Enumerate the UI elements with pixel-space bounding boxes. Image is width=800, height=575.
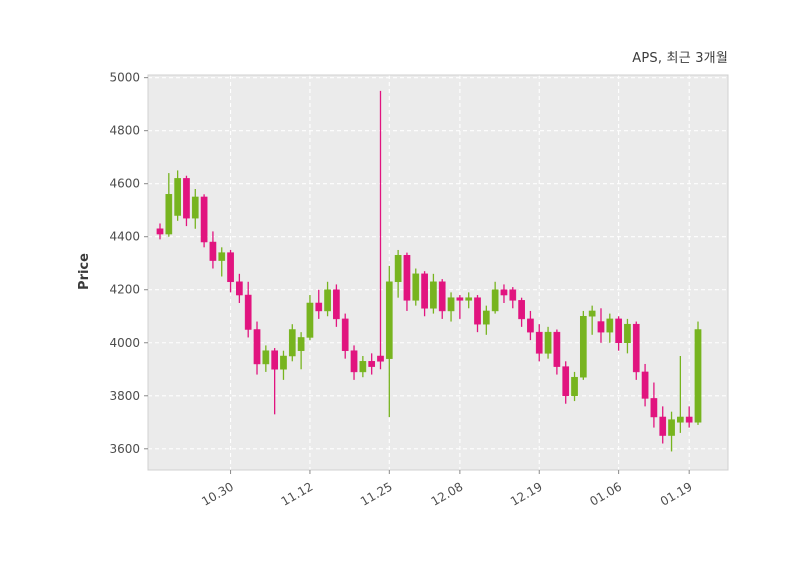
y-tick-label: 4600 (109, 177, 140, 191)
candle-body-up (491, 289, 499, 312)
candle-body-down (500, 289, 508, 296)
candle-body-down (350, 350, 358, 373)
candle-body-down (244, 294, 252, 330)
candle-body-down (271, 350, 279, 370)
candle-body-up (174, 178, 181, 216)
candle-body-down (209, 241, 217, 261)
chart-title: APS, 최근 3개월 (632, 51, 728, 66)
candle-body-up (288, 329, 296, 357)
x-tick-label: 12.08 (429, 479, 466, 508)
candle-body-down (615, 318, 622, 344)
candle-body-up (165, 194, 173, 235)
candle-body-down (315, 302, 323, 312)
candle-body-down (156, 228, 164, 235)
candle-body-down (368, 361, 376, 367)
candle-body-up (359, 361, 367, 373)
x-tick-label: 11.25 (358, 479, 395, 508)
candle-body-down (438, 281, 446, 312)
candle-body-down (236, 281, 243, 296)
candle-body-down (659, 416, 667, 436)
candle-body-down (597, 321, 605, 333)
candle-body-down (553, 331, 561, 367)
candle-body-up (297, 337, 305, 351)
x-tick-label: 12.19 (508, 479, 545, 508)
y-tick-label: 4800 (109, 124, 140, 138)
candle-body-down (641, 371, 649, 399)
candle-body-down (200, 196, 208, 243)
x-tick-label: 10.30 (199, 479, 236, 508)
candle-body-up (306, 302, 314, 338)
plot-background (148, 75, 728, 470)
y-tick-label: 4000 (109, 336, 140, 350)
candle-body-up (385, 281, 393, 359)
candle-body-down (685, 416, 693, 423)
candle-body-down (509, 289, 517, 301)
candle-body-up (668, 419, 675, 436)
candle-body-down (518, 300, 525, 320)
candle-body-up (218, 252, 226, 261)
candle-body-down (421, 273, 428, 309)
candle-body-up (571, 376, 578, 397)
candle-body-down (341, 318, 349, 351)
candle-body-up (694, 329, 702, 423)
candle-body-up (430, 281, 437, 309)
candle-body-up (579, 315, 587, 378)
candle-body-up (482, 310, 490, 325)
candle-body-up (588, 310, 596, 317)
y-tick-label: 3600 (109, 442, 140, 456)
candle-body-down (527, 318, 534, 333)
candle-body-up (677, 416, 684, 423)
candle-body-up (191, 196, 199, 219)
candle-body-down (253, 329, 261, 365)
x-tick-label: 01.19 (658, 479, 695, 508)
candle-body-up (606, 318, 614, 333)
candle-body-down (562, 366, 570, 397)
candle-body-down (456, 297, 464, 301)
candle-body-down (333, 289, 340, 320)
candle-body-down (632, 323, 640, 373)
plot-border (147, 74, 729, 471)
candle-body-up (447, 297, 455, 312)
candle-body-up (262, 350, 270, 365)
y-tick-label: 4400 (109, 230, 140, 244)
candle-body-up (324, 289, 331, 312)
candle-body-down (227, 252, 234, 283)
candle-body-down (535, 331, 543, 354)
candle-body-up (280, 355, 287, 370)
candle-body-up (465, 297, 473, 301)
candle-body-down (474, 297, 481, 325)
candle-body-up (412, 273, 420, 301)
candle-body-up (544, 331, 552, 354)
y-tick-label: 4200 (109, 283, 140, 297)
y-tick-label: 3800 (109, 389, 140, 403)
candle-body-up (624, 323, 631, 344)
x-tick-label: 01.06 (587, 479, 624, 508)
candle-body-up (394, 255, 402, 283)
y-tick-label: 5000 (109, 71, 140, 85)
candle-body-down (377, 355, 384, 362)
candle-body-down (183, 178, 190, 219)
candle-body-down (403, 255, 411, 301)
x-tick-label: 11.12 (279, 479, 316, 508)
candle-body-down (650, 398, 658, 418)
